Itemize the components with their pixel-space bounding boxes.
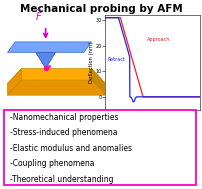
Y-axis label: Deflection (nm): Deflection (nm) bbox=[89, 42, 94, 83]
Polygon shape bbox=[7, 69, 22, 95]
FancyBboxPatch shape bbox=[4, 110, 196, 185]
Polygon shape bbox=[7, 42, 92, 53]
Text: -Stress-induced phenomena: -Stress-induced phenomena bbox=[10, 128, 117, 137]
Text: $\vec{F}$: $\vec{F}$ bbox=[35, 8, 42, 23]
Text: -Elastic modulus and anomalies: -Elastic modulus and anomalies bbox=[10, 144, 132, 153]
Text: Approach: Approach bbox=[147, 37, 170, 42]
Polygon shape bbox=[92, 69, 106, 95]
Text: Mechanical probing by AFM: Mechanical probing by AFM bbox=[20, 5, 182, 14]
Polygon shape bbox=[36, 53, 56, 69]
Text: Retract: Retract bbox=[108, 57, 126, 62]
Polygon shape bbox=[7, 80, 106, 95]
Text: -Coupling phenomena: -Coupling phenomena bbox=[10, 159, 95, 168]
Text: -Nanomechanical properties: -Nanomechanical properties bbox=[10, 113, 118, 122]
X-axis label: ΔZ (nm): ΔZ (nm) bbox=[142, 119, 163, 125]
Text: -Theoretical understanding: -Theoretical understanding bbox=[10, 175, 114, 184]
Polygon shape bbox=[7, 69, 106, 84]
